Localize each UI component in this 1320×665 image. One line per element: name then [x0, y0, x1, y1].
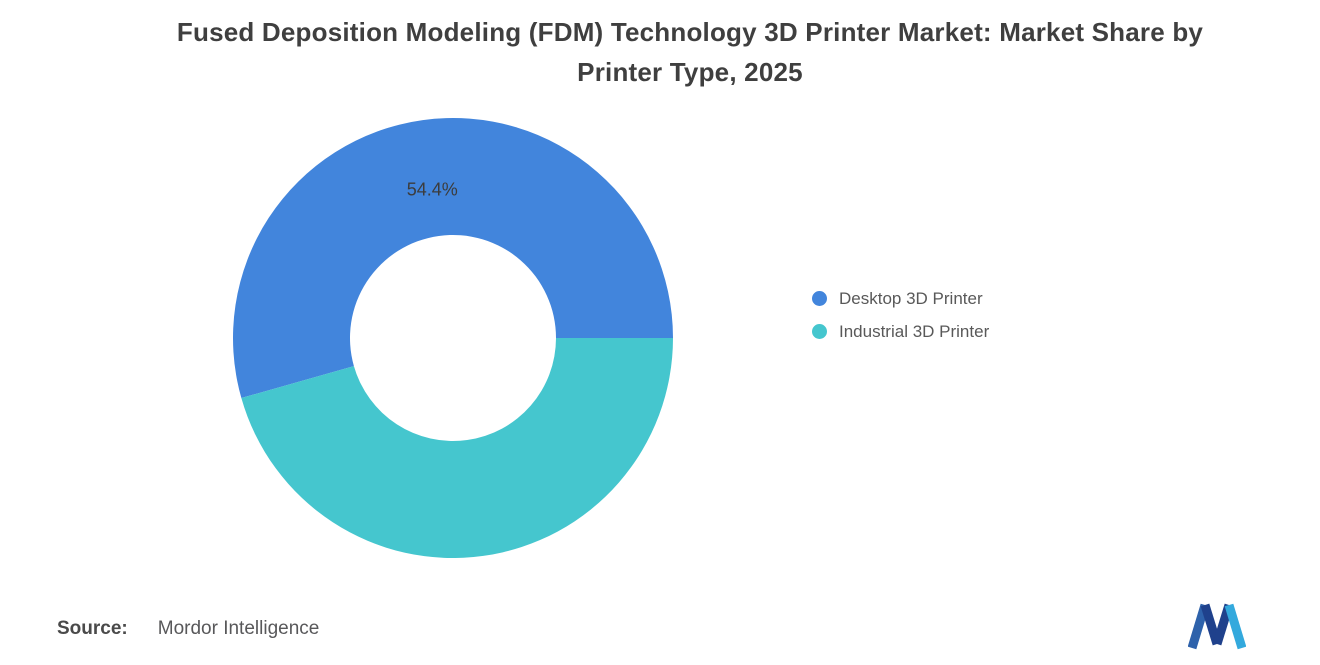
donut-chart-area: 54.4%	[232, 118, 673, 559]
source-line: Source: Mordor Intelligence	[57, 617, 319, 641]
slice-data-label: 54.4%	[407, 179, 458, 199]
legend-dot	[812, 291, 827, 306]
donut-chart: 54.4%	[232, 118, 673, 559]
donut-slice-2	[241, 338, 673, 559]
legend-label: Desktop 3D Printer	[839, 289, 983, 308]
logo-stroke-4	[1224, 603, 1247, 650]
legend-item-industrial: Industrial 3D Printer	[812, 321, 989, 342]
chart-title-area: Fused Deposition Modeling (FDM) Technolo…	[60, 12, 1320, 92]
legend-label: Industrial 3D Printer	[839, 322, 990, 341]
mordor-intelligence-logo-icon	[1187, 603, 1247, 650]
legend-dot	[812, 324, 827, 339]
legend-item-desktop: Desktop 3D Printer	[812, 288, 989, 309]
donut-slice-1	[232, 118, 673, 399]
source-text: Mordor Intelligence	[157, 618, 320, 639]
brand-logo-area	[1187, 600, 1247, 650]
chart-legend: Desktop 3D Printer Industrial 3D Printer	[812, 288, 989, 354]
chart-title: Fused Deposition Modeling (FDM) Technolo…	[176, 17, 1204, 87]
source-label: Source:	[57, 618, 128, 639]
